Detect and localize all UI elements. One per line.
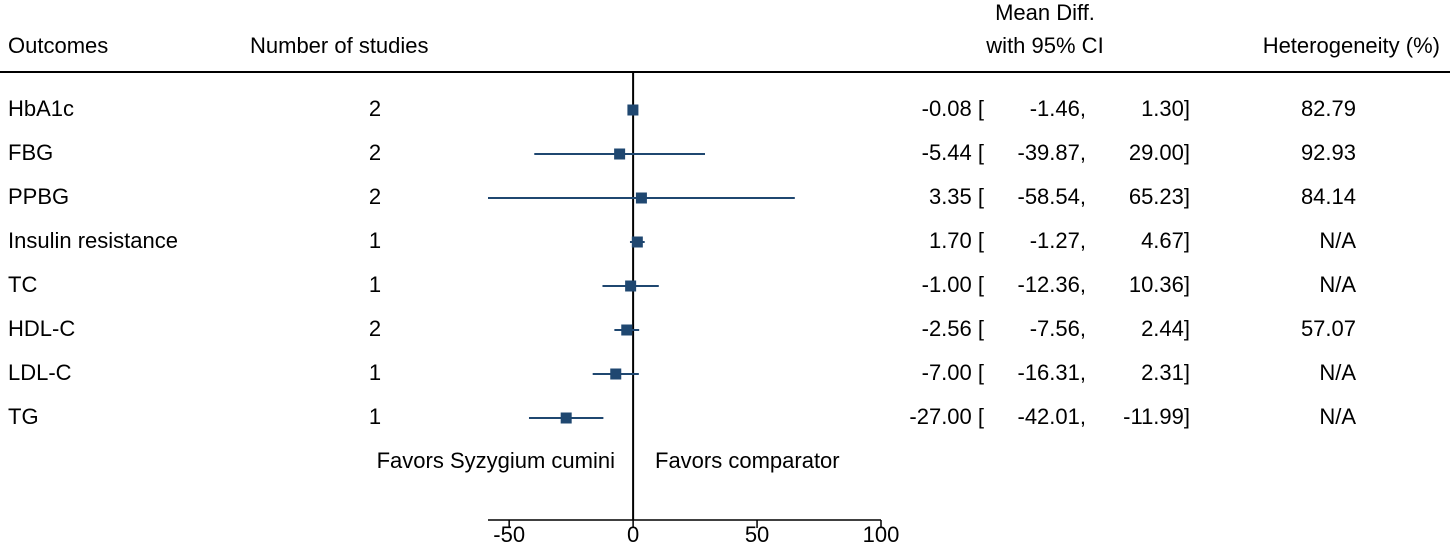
- point-estimate: [625, 280, 637, 292]
- x-tick-label: 0: [627, 522, 639, 543]
- studies-count: 1: [369, 228, 381, 253]
- upper-label: -11.99]: [1123, 404, 1190, 429]
- lower-label: -12.36,: [1018, 272, 1087, 297]
- point-estimate: [614, 148, 626, 160]
- x-tick-label: 50: [745, 522, 769, 543]
- lower-label: -1.46,: [1030, 96, 1086, 121]
- x-tick-label: -50: [493, 522, 525, 543]
- heterogeneity: 82.79: [1301, 96, 1356, 121]
- estimate-label: -7.00 [: [922, 360, 984, 385]
- studies-count: 1: [369, 360, 381, 385]
- estimate-label: -2.56 [: [922, 316, 984, 341]
- point-estimate: [621, 324, 633, 336]
- heterogeneity: N/A: [1319, 272, 1356, 297]
- estimate-label: 3.35 [: [929, 184, 984, 209]
- outcome-label: TG: [8, 404, 39, 429]
- outcome-label: HDL-C: [8, 316, 75, 341]
- heterogeneity: N/A: [1319, 360, 1356, 385]
- studies-count: 2: [369, 96, 381, 121]
- outcome-label: PPBG: [8, 184, 69, 209]
- point-estimate: [627, 104, 639, 116]
- column-header: with 95% CI: [985, 33, 1103, 58]
- point-estimate: [631, 236, 643, 248]
- upper-label: 2.44]: [1141, 316, 1190, 341]
- upper-label: 4.67]: [1141, 228, 1190, 253]
- studies-count: 2: [369, 140, 381, 165]
- upper-label: 1.30]: [1141, 96, 1190, 121]
- studies-count: 2: [369, 184, 381, 209]
- outcome-label: HbA1c: [8, 96, 74, 121]
- heterogeneity: N/A: [1319, 404, 1356, 429]
- outcome-label: Insulin resistance: [8, 228, 178, 253]
- estimate-label: -27.00 [: [909, 404, 984, 429]
- point-estimate: [560, 412, 572, 424]
- heterogeneity: 92.93: [1301, 140, 1356, 165]
- column-header: Number of studies: [250, 33, 429, 58]
- lower-label: -39.87,: [1018, 140, 1087, 165]
- point-estimate: [610, 368, 622, 380]
- x-tick-label: 100: [863, 522, 900, 543]
- studies-count: 1: [369, 404, 381, 429]
- column-header: Outcomes: [8, 33, 108, 58]
- outcome-label: LDL-C: [8, 360, 72, 385]
- annotation: Favors comparator: [655, 448, 840, 473]
- estimate-label: -5.44 [: [922, 140, 984, 165]
- outcome-label: FBG: [8, 140, 53, 165]
- estimate-label: -0.08 [: [922, 96, 984, 121]
- studies-count: 2: [369, 316, 381, 341]
- outcome-label: TC: [8, 272, 37, 297]
- column-header: Mean Diff.: [995, 0, 1095, 25]
- heterogeneity: N/A: [1319, 228, 1356, 253]
- lower-label: -42.01,: [1018, 404, 1087, 429]
- heterogeneity: 84.14: [1301, 184, 1356, 209]
- estimate-label: -1.00 [: [922, 272, 984, 297]
- upper-label: 65.23]: [1129, 184, 1190, 209]
- heterogeneity: 57.07: [1301, 316, 1356, 341]
- upper-label: 2.31]: [1141, 360, 1190, 385]
- studies-count: 1: [369, 272, 381, 297]
- estimate-label: 1.70 [: [929, 228, 984, 253]
- lower-label: -58.54,: [1018, 184, 1087, 209]
- lower-label: -16.31,: [1018, 360, 1087, 385]
- point-estimate: [635, 192, 647, 204]
- lower-label: -7.56,: [1030, 316, 1086, 341]
- upper-label: 10.36]: [1129, 272, 1190, 297]
- annotation: Favors Syzygium cumini: [377, 448, 615, 473]
- column-header: Heterogeneity (%): [1263, 33, 1440, 58]
- upper-label: 29.00]: [1129, 140, 1190, 165]
- lower-label: -1.27,: [1030, 228, 1086, 253]
